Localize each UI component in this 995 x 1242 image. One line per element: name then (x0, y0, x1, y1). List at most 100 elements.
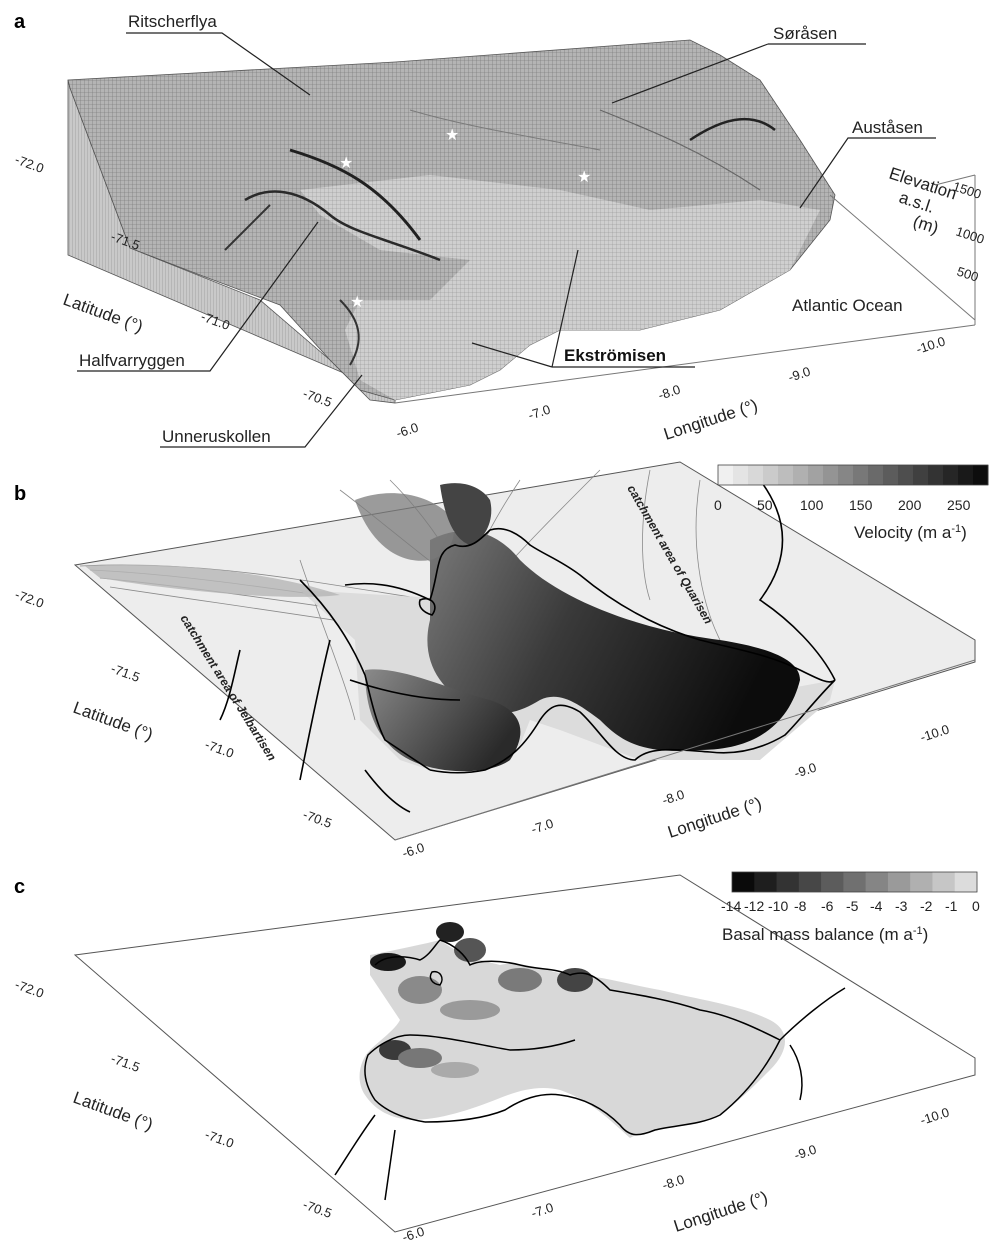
colorbar-swatch (910, 872, 933, 892)
colorbar-swatch (776, 872, 800, 892)
panel-a-latitude-label: Latitude (°) (61, 290, 146, 336)
melt-patches (370, 922, 593, 1078)
colorbar-border (717, 464, 989, 486)
colorbar-swatch (823, 465, 839, 485)
colorbar-swatch (718, 465, 734, 485)
basal-mass-balance-field (359, 940, 785, 1138)
colorbar-border (731, 871, 978, 893)
coastline-c (334, 939, 846, 1201)
svg-text:-72.0: -72.0 (13, 587, 46, 611)
place-halfvarryggen: Halfvarryggen (79, 351, 185, 370)
svg-text:50: 50 (757, 497, 773, 513)
panel-c-label: c (14, 876, 25, 898)
svg-text:1000: 1000 (954, 224, 986, 247)
colorbar-swatch (887, 872, 911, 892)
star-marker: ★ (339, 155, 353, 172)
colorbar-swatch (778, 465, 794, 485)
svg-text:-7.0: -7.0 (529, 816, 555, 837)
colorbar-swatch (733, 465, 749, 485)
velocity-colorbar-ticks: 0 50 100 150 200 250 (714, 497, 971, 513)
place-austasen: Auståsen (852, 118, 923, 137)
colorbar-swatch (883, 465, 899, 485)
svg-text:-14: -14 (721, 898, 741, 914)
svg-text:-1: -1 (945, 898, 958, 914)
colorbar-swatch (821, 872, 844, 892)
svg-text:250: 250 (947, 497, 971, 513)
panel-c-longitude-ticks: -6.0 -7.0 -8.0 -9.0 -10.0 (400, 1104, 951, 1242)
panel-c: c -7 (13, 871, 980, 1242)
svg-text:-2: -2 (920, 898, 933, 914)
svg-text:-7.0: -7.0 (529, 1200, 555, 1221)
coastline-b (219, 479, 836, 813)
place-ritscherflya: Ritscherflya (128, 12, 217, 31)
velocity-colorbar-swatches (717, 464, 989, 486)
svg-text:-8: -8 (794, 898, 807, 914)
panel-c-longitude-label: Longitude (°) (671, 1188, 770, 1236)
svg-text:-71.5: -71.5 (109, 1051, 142, 1075)
velocity-field-main (427, 530, 800, 751)
star-marker: ★ (445, 127, 459, 144)
svg-text:-9.0: -9.0 (786, 364, 812, 385)
svg-text:-71.0: -71.0 (203, 737, 236, 761)
terrain-surface: ★ ★ ★ ★ (67, 39, 836, 404)
bmb-colorbar-ticks: -14 -12 -10 -8 -6 -5 -4 -3 -2 -1 0 (721, 898, 980, 914)
place-ekstromisen: Ekströmisen (564, 346, 666, 365)
place-sorasen: Søråsen (773, 24, 837, 43)
elevation-axis: Elevation a.s.l. (m) 1500 1000 500 (887, 164, 986, 285)
svg-text:-5: -5 (846, 898, 859, 914)
colorbar-swatch (958, 465, 974, 485)
svg-text:-10.0: -10.0 (918, 721, 951, 744)
colorbar-swatch (732, 872, 755, 892)
colorbar-swatch (865, 872, 889, 892)
svg-text:(m): (m) (911, 212, 941, 238)
velocity-colorbar-title: Velocity (m a-1) (854, 523, 967, 542)
svg-text:-7.0: -7.0 (526, 402, 552, 423)
svg-text:-8.0: -8.0 (660, 1172, 686, 1193)
colorbar-swatch (913, 465, 929, 485)
place-leaders (77, 32, 936, 448)
panel-a-axes-frame (394, 174, 976, 404)
svg-text:-70.5: -70.5 (301, 807, 334, 831)
svg-text:-3: -3 (895, 898, 908, 914)
svg-text:-9.0: -9.0 (792, 760, 818, 781)
colorbar-swatch (754, 872, 778, 892)
svg-text:150: 150 (849, 497, 873, 513)
star-marker: ★ (350, 294, 364, 311)
svg-text:0: 0 (972, 898, 980, 914)
panel-a-label: a (14, 11, 26, 33)
svg-text:1500: 1500 (951, 179, 983, 202)
svg-text:-10.0: -10.0 (914, 333, 947, 356)
colorbar-swatch (798, 872, 822, 892)
colorbar-swatch (928, 465, 944, 485)
star-marker: ★ (577, 169, 591, 186)
svg-text:-10.0: -10.0 (918, 1104, 951, 1127)
svg-text:500: 500 (955, 264, 980, 285)
colorbar-swatch (898, 465, 914, 485)
velocity-colorbar: 0 50 100 150 200 250 Velocity (m a-1) (714, 464, 989, 542)
svg-text:-4: -4 (870, 898, 883, 914)
svg-text:-10: -10 (768, 898, 788, 914)
svg-text:-70.5: -70.5 (301, 386, 334, 410)
panel-a: a ★ ★ ★ ★ (13, 11, 986, 448)
svg-text:-71.5: -71.5 (109, 661, 142, 685)
colorbar-swatch (853, 465, 869, 485)
bmb-colorbar-title: Basal mass balance (m a-1) (722, 925, 928, 944)
svg-text:-6.0: -6.0 (400, 1224, 426, 1242)
colorbar-swatch (943, 465, 959, 485)
panel-b-label: b (14, 483, 26, 505)
svg-text:-12: -12 (744, 898, 764, 914)
svg-text:-72.0: -72.0 (13, 977, 46, 1001)
svg-text:0: 0 (714, 497, 722, 513)
panel-b-latitude-label: Latitude (°) (71, 698, 156, 744)
svg-text:-72.0: -72.0 (13, 152, 46, 176)
basal-mass-balance-colorbar: -14 -12 -10 -8 -6 -5 -4 -3 -2 -1 0 Basal… (721, 871, 980, 944)
colorbar-swatch (973, 465, 989, 485)
colorbar-swatch (763, 465, 779, 485)
colorbar-swatch (932, 872, 956, 892)
svg-text:-8.0: -8.0 (656, 382, 682, 403)
svg-text:-9.0: -9.0 (792, 1142, 818, 1163)
colorbar-swatch (838, 465, 854, 485)
bmb-colorbar-swatches (731, 871, 978, 893)
colorbar-swatch (868, 465, 884, 485)
